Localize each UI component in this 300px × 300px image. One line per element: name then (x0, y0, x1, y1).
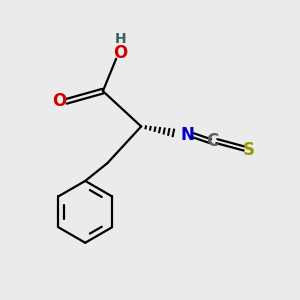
Text: H: H (115, 32, 126, 46)
Text: S: S (243, 141, 255, 159)
Text: O: O (113, 44, 128, 62)
Text: C: C (206, 132, 218, 150)
Text: N: N (180, 126, 194, 144)
Text: O: O (52, 92, 67, 110)
